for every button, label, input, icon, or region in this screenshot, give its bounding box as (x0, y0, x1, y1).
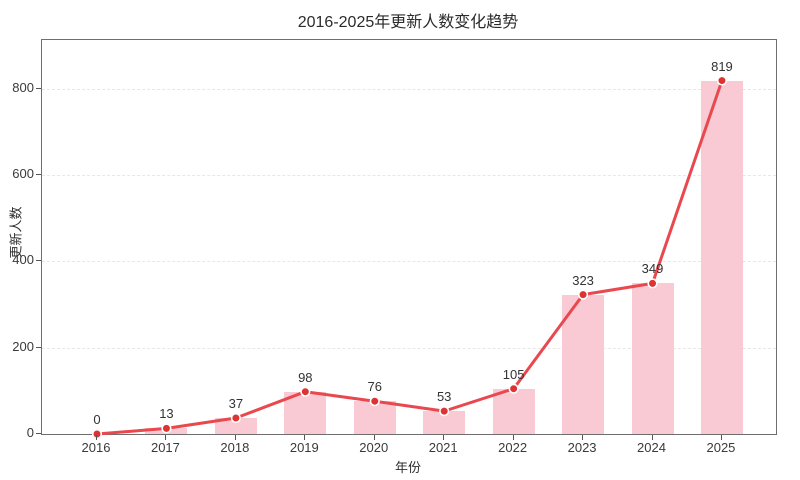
y-tick-label-0: 0 (26, 425, 34, 440)
data-label-2019: 98 (298, 369, 313, 385)
data-label-2018: 37 (228, 396, 244, 412)
gridline-y-400 (42, 261, 776, 263)
y-tick-label-400: 400 (12, 252, 34, 268)
data-label-2021: 53 (436, 389, 452, 405)
trend-line (95, 79, 724, 436)
x-axis-label: 年份 (394, 460, 421, 475)
x-tick-label-2018: 2018 (220, 440, 250, 455)
bar-2018 (214, 418, 257, 434)
chart-title: 2016-2025年更新人数变化趋势 (297, 14, 519, 31)
y-tick-label-600: 600 (12, 166, 34, 182)
data-label-2020: 76 (367, 379, 382, 395)
x-tick-mark (165, 434, 167, 440)
y-tick-mark (36, 433, 41, 434)
data-point-2018 (230, 412, 241, 424)
x-tick-mark (234, 434, 236, 440)
y-tick-mark (36, 87, 41, 89)
data-label-2024: 349 (641, 261, 664, 277)
x-tick-mark (720, 434, 722, 440)
data-label-2022: 105 (502, 366, 525, 382)
bar-2022 (492, 388, 535, 434)
data-point-2025 (716, 75, 728, 86)
bar-2024 (631, 283, 674, 434)
x-tick-label-2023: 2023 (567, 440, 597, 455)
y-tick-label-800: 800 (12, 79, 34, 95)
y-tick-label-200: 200 (12, 338, 34, 354)
y-tick-mark (36, 174, 41, 176)
bar-2020 (353, 401, 396, 434)
data-label-2023: 323 (572, 272, 594, 288)
data-point-2023 (577, 289, 589, 300)
data-label-2025: 819 (711, 58, 733, 74)
y-axis-label: 更新人数 (8, 206, 24, 259)
x-tick-label-2017: 2017 (150, 440, 180, 455)
x-tick-mark (304, 434, 306, 440)
x-tick-label-2021: 2021 (428, 440, 458, 455)
bar-2023 (562, 294, 605, 434)
data-point-2024 (647, 278, 658, 289)
x-tick-label-2022: 2022 (498, 440, 528, 455)
data-point-2022 (508, 383, 519, 394)
data-point-2016 (91, 428, 103, 440)
plot-area: 0 13 37 98 76 53 105 323 349 819 (41, 39, 777, 440)
data-point-2020 (369, 396, 380, 407)
y-tick-mark (36, 260, 41, 262)
x-tick-mark (512, 434, 514, 440)
gridline-y-200 (42, 347, 776, 349)
x-tick-mark (96, 434, 97, 440)
trend-line-layer (91, 75, 728, 440)
bar-2019 (284, 391, 327, 434)
data-point-2017 (161, 423, 172, 434)
x-tick-mark (651, 434, 653, 440)
bar-2025 (700, 80, 743, 434)
x-tick-label-2020: 2020 (359, 440, 389, 455)
data-point-2021 (439, 406, 450, 417)
bar-2021 (423, 411, 466, 434)
data-label-2017: 13 (159, 406, 174, 422)
x-tick-label-2019: 2019 (289, 440, 319, 455)
data-label-2016: 0 (93, 412, 101, 427)
x-tick-label-2016: 2016 (81, 440, 111, 455)
x-tick-label-2025: 2025 (706, 440, 736, 455)
x-tick-mark (373, 434, 375, 440)
x-tick-mark (582, 434, 584, 440)
x-tick-mark (443, 434, 445, 440)
gridline-y-600 (42, 175, 776, 177)
data-point-2019 (300, 386, 311, 397)
x-tick-label-2024: 2024 (637, 440, 666, 455)
y-tick-mark (36, 346, 41, 348)
gridline-y-800 (42, 88, 776, 90)
